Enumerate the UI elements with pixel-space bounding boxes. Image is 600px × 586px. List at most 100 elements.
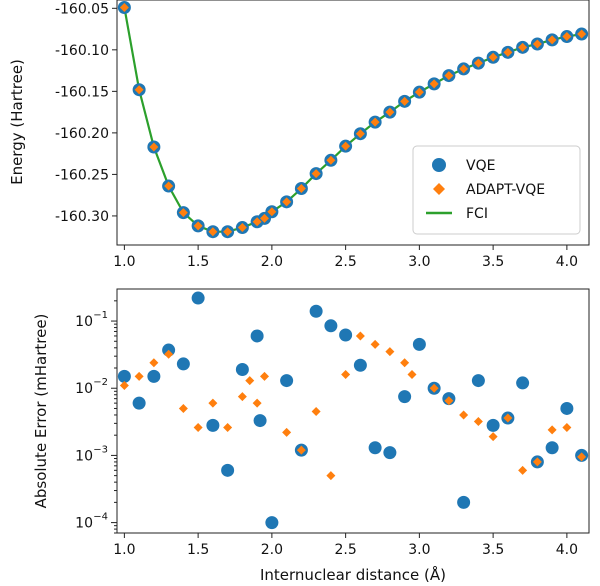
adapt-vqe-energy-point <box>178 208 188 218</box>
adapt-vqe-energy-point <box>237 223 247 233</box>
adapt-vqe-energy-point <box>311 169 321 179</box>
adapt-vqe-energy-point <box>577 29 587 39</box>
vqe-error-point <box>368 441 382 455</box>
adapt-vqe-error-point <box>193 423 203 433</box>
legend-vqe-marker <box>432 158 446 172</box>
adapt-vqe-error-point <box>119 380 129 390</box>
vqe-error-point <box>545 441 559 455</box>
error-plot: Absolute Error (mHartree) Internuclear d… <box>32 288 590 584</box>
error-x-tick-label: 2.0 <box>261 542 283 558</box>
adapt-vqe-error-point <box>260 371 269 381</box>
adapt-vqe-energy-point <box>341 141 351 151</box>
error-plot-frame <box>116 288 590 534</box>
adapt-vqe-energy-point <box>282 197 292 207</box>
vqe-error-point <box>398 390 412 404</box>
energy-x-tick-label: 3.5 <box>482 254 504 270</box>
error-x-tick-label: 1.0 <box>113 542 135 558</box>
adapt-vqe-error-point <box>473 416 483 426</box>
energy-y-tick-label: -160.20 <box>55 126 109 142</box>
adapt-vqe-error-point <box>370 339 380 349</box>
error-x-tick-label: 2.5 <box>334 542 356 558</box>
vqe-error-point <box>412 337 426 351</box>
legend-adapt-vqe-marker <box>433 183 445 195</box>
adapt-vqe-error-point <box>547 425 557 435</box>
legend-box <box>412 145 581 235</box>
adapt-vqe-error-point <box>149 358 159 368</box>
vqe-error-point <box>206 418 220 432</box>
energy-x-tick-label: 2.5 <box>334 254 356 270</box>
adapt-vqe-error-point <box>488 432 498 442</box>
energy-x-tick-label: 4.0 <box>556 254 578 270</box>
vqe-error-point <box>486 418 500 432</box>
adapt-vqe-energy-point <box>503 47 513 57</box>
adapt-vqe-energy-point <box>459 64 469 74</box>
energy-y-axis-title: Energy (Hartree) <box>8 59 26 185</box>
adapt-vqe-error-point <box>296 445 306 455</box>
adapt-vqe-error-point <box>245 376 255 386</box>
adapt-vqe-error-point <box>429 383 439 393</box>
error-x-axis-title: Internuclear distance (Å) <box>260 565 446 584</box>
vqe-error-point <box>176 357 190 371</box>
error-y-tick-exponent: −1 <box>93 310 108 321</box>
adapt-vqe-energy-point <box>267 207 277 217</box>
error-x-tick-label: 1.5 <box>187 542 209 558</box>
adapt-vqe-energy-point <box>518 42 528 52</box>
error-y-tick-exponent: −4 <box>93 512 108 523</box>
adapt-vqe-energy-point <box>296 184 306 194</box>
adapt-vqe-error-point <box>459 410 469 420</box>
legend-adapt-vqe-label: ADAPT-VQE <box>466 182 545 198</box>
adapt-vqe-error-point <box>562 423 572 433</box>
error-y-tick-exponent: −3 <box>93 444 108 455</box>
adapt-vqe-error-point <box>282 427 292 437</box>
vqe-error-point <box>324 319 338 333</box>
adapt-vqe-energy-point <box>444 71 454 81</box>
vqe-error-point <box>353 358 367 372</box>
adapt-vqe-error-point <box>407 370 417 380</box>
vqe-error-point <box>191 291 205 305</box>
adapt-vqe-error-point <box>355 331 365 341</box>
energy-plot: Energy (Hartree) 1.0 1.5 2.0 2.5 3.0 3.5 4.0 -1… <box>8 0 590 270</box>
adapt-vqe-error-point <box>400 358 410 368</box>
adapt-vqe-energy-point <box>326 155 336 165</box>
energy-y-tick-label: -160.30 <box>55 209 109 225</box>
energy-y-tick-label: -160.15 <box>55 84 109 100</box>
vqe-error-point <box>516 376 530 390</box>
adapt-vqe-error-point <box>223 423 233 433</box>
adapt-vqe-error-point <box>178 403 188 413</box>
adapt-vqe-energy-point <box>223 227 233 237</box>
adapt-vqe-energy-point <box>532 39 542 49</box>
vqe-error-point <box>309 304 323 318</box>
vqe-error-point <box>339 328 353 342</box>
vqe-error-point <box>265 516 279 530</box>
adapt-vqe-energy-point <box>134 85 144 95</box>
adapt-vqe-energy-point <box>562 32 572 42</box>
adapt-vqe-error-point <box>518 465 528 475</box>
adapt-vqe-energy-point <box>547 35 557 45</box>
vqe-error-point <box>457 495 471 509</box>
error-x-tick-label: 3.0 <box>408 542 430 558</box>
adapt-vqe-error-point <box>311 407 321 417</box>
error-y-tick-exponent: −2 <box>93 377 108 388</box>
adapt-vqe-error-point <box>577 452 587 462</box>
energy-y-tick-label: -160.25 <box>55 167 109 183</box>
error-y-tick-label: 10 <box>75 448 93 464</box>
error-y-tick-label: 10 <box>75 314 93 330</box>
vqe-error-point <box>253 414 267 428</box>
adapt-vqe-energy-point <box>414 87 424 97</box>
adapt-vqe-energy-point <box>370 117 380 127</box>
vqe-error-point <box>117 369 131 383</box>
vqe-error-point <box>235 363 249 377</box>
legend-fci-label: FCI <box>466 206 488 222</box>
vqe-error-point <box>280 374 294 388</box>
vqe-error-point <box>250 329 264 343</box>
adapt-vqe-error-point <box>341 370 351 380</box>
legend: VQE ADAPT-VQE FCI <box>412 145 581 235</box>
energy-y-tick-label: -160.05 <box>55 1 109 17</box>
adapt-vqe-error-point <box>164 349 174 359</box>
vqe-error-point <box>560 401 574 415</box>
adapt-vqe-energy-point <box>355 129 365 139</box>
adapt-vqe-energy-point <box>260 213 269 223</box>
energy-x-tick-label: 2.0 <box>261 254 283 270</box>
error-x-tick-label: 3.5 <box>482 542 504 558</box>
